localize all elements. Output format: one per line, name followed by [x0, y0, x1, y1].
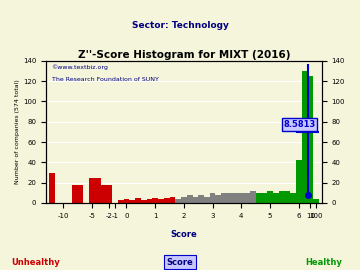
Title: Z''-Score Histogram for MIXT (2016): Z''-Score Histogram for MIXT (2016)	[78, 50, 290, 60]
Bar	[256, 193, 261, 203]
Bar	[118, 200, 123, 203]
Bar	[284, 191, 290, 203]
Y-axis label: Number of companies (574 total): Number of companies (574 total)	[15, 80, 20, 184]
Text: ©www.textbiz.org: ©www.textbiz.org	[51, 65, 108, 70]
X-axis label: Score: Score	[171, 230, 197, 239]
Bar	[267, 191, 273, 203]
Bar	[129, 200, 135, 203]
Bar	[181, 197, 187, 203]
Bar	[221, 193, 227, 203]
Bar	[175, 199, 181, 203]
Text: The Research Foundation of SUNY: The Research Foundation of SUNY	[51, 77, 158, 82]
Bar	[78, 185, 84, 203]
Bar	[290, 193, 296, 203]
Bar	[170, 197, 175, 203]
Text: Score: Score	[167, 258, 193, 266]
Bar	[302, 71, 307, 203]
Bar	[198, 195, 204, 203]
Bar	[250, 191, 256, 203]
Bar	[261, 193, 267, 203]
Bar	[313, 199, 319, 203]
Bar	[164, 198, 170, 203]
Bar	[123, 199, 129, 203]
Bar	[49, 173, 55, 203]
Bar	[279, 191, 284, 203]
Bar	[89, 178, 95, 203]
Bar	[193, 197, 198, 203]
Bar	[147, 199, 152, 203]
Bar	[141, 200, 147, 203]
Text: Healthy: Healthy	[306, 258, 342, 266]
Bar	[233, 193, 238, 203]
Bar	[158, 199, 164, 203]
Bar	[210, 193, 216, 203]
Bar	[204, 197, 210, 203]
Bar	[152, 198, 158, 203]
Bar	[238, 193, 244, 203]
Bar	[307, 76, 313, 203]
Bar	[216, 195, 221, 203]
Bar	[296, 160, 302, 203]
Bar	[187, 195, 193, 203]
Bar	[244, 193, 250, 203]
Bar	[100, 185, 106, 203]
Text: 8.5813: 8.5813	[283, 120, 315, 129]
Text: Sector: Technology: Sector: Technology	[131, 21, 229, 30]
Bar	[135, 198, 141, 203]
Bar	[106, 185, 112, 203]
Bar	[72, 185, 78, 203]
Bar	[227, 193, 233, 203]
Text: Unhealthy: Unhealthy	[12, 258, 60, 266]
Bar	[95, 178, 100, 203]
Bar	[273, 193, 279, 203]
